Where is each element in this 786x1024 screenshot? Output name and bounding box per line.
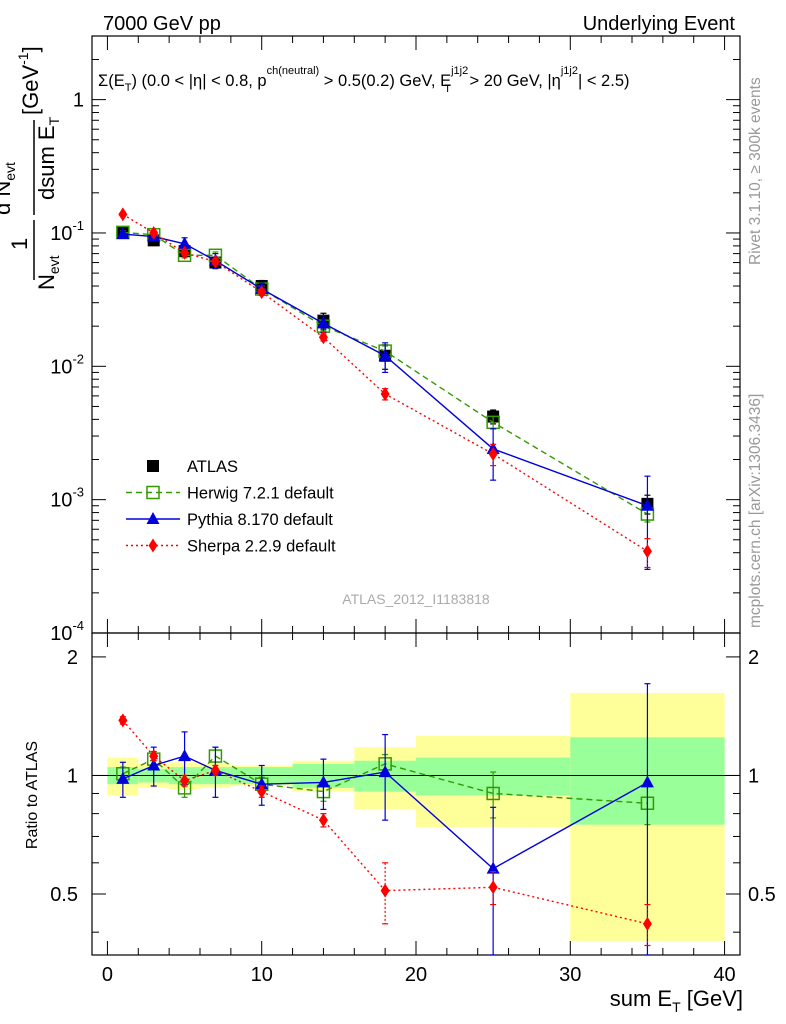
ratio-x-tick-label: 10 xyxy=(251,964,273,986)
ratio-y-axis-label: Ratio to ATLAS xyxy=(24,741,41,849)
ratio-point-sherpa xyxy=(118,713,128,728)
selection-label: Σ(ET) (0.0 < |η| < 0.8, pch(neutral) > 0… xyxy=(98,65,630,95)
ratio-point-pythia xyxy=(486,861,500,874)
legend-entry-pythia: Pythia 8.170 default xyxy=(126,511,333,529)
ratio-point-pythia xyxy=(316,775,330,788)
legend-label-herwig: Herwig 7.2.1 default xyxy=(187,485,334,503)
data-point-pythia xyxy=(640,498,654,511)
data-point-sherpa xyxy=(642,544,652,559)
data-point-sherpa xyxy=(210,254,220,269)
legend-marker-herwig xyxy=(146,485,160,500)
ratio-y-tick-label-right: 2 xyxy=(748,647,759,669)
ratio-point-sherpa xyxy=(380,883,390,898)
svg-text:[GeV-1]: [GeV-1] xyxy=(15,46,43,115)
ratio-point-pythia xyxy=(147,758,161,771)
svg-text:Nevt: Nevt xyxy=(34,255,62,290)
ratio-point-sherpa xyxy=(257,784,267,799)
x-axis-label: sum ET [GeV] xyxy=(610,986,743,1015)
main-series-layer xyxy=(116,207,655,570)
data-point-sherpa xyxy=(118,207,128,222)
legend-marker-data xyxy=(147,460,159,472)
main-y-ticks: 1 10-1 10-2 10-3 10-4 xyxy=(50,35,740,645)
main-y-tick-label: 10-2 xyxy=(50,351,84,378)
legend-entry-data: ATLAS xyxy=(147,458,238,476)
ratio-point-sherpa xyxy=(318,813,328,828)
main-y-tick-label: 10-1 xyxy=(50,218,84,245)
ratio-ticks: 0 10 20 30 40 0.5 0.5 1 1 2 2 xyxy=(50,633,776,986)
ratio-point-sherpa xyxy=(180,773,190,788)
header-left: 7000 GeV pp xyxy=(103,13,221,35)
data-point-sherpa xyxy=(380,386,390,401)
main-y-tick-label: 1 xyxy=(73,90,84,112)
legend-label-pythia: Pythia 8.170 default xyxy=(187,511,333,529)
ratio-y-tick-label-left: 2 xyxy=(67,647,78,669)
svg-text:dsum ET: dsum ET xyxy=(34,116,62,200)
main-y-tick-label: 10-3 xyxy=(50,485,84,512)
header-right: Underlying Event xyxy=(583,13,736,35)
ratio-point-pythia xyxy=(178,749,192,762)
data-point-sherpa xyxy=(149,225,159,240)
data-point-pythia xyxy=(316,316,330,329)
data-point-sherpa xyxy=(488,446,498,461)
ratio-y-tick-label-right: 1 xyxy=(748,765,759,787)
ratio-point-sherpa xyxy=(149,749,159,764)
svg-text:d Nevt: d Nevt xyxy=(0,162,18,215)
data-point-sherpa xyxy=(180,245,190,260)
data-point-pythia xyxy=(116,227,130,240)
main-y-tick-label: 10-4 xyxy=(50,618,84,645)
legend-marker-sherpa xyxy=(148,538,158,553)
ratio-x-tick-label: 0 xyxy=(102,964,113,986)
rivet-version-label: Rivet 3.1.10, ≥ 300k events xyxy=(747,77,764,265)
series-line-herwig xyxy=(122,231,648,515)
mcplots-label: mcplots.cern.ch [arXiv:1306.3436] xyxy=(747,394,764,628)
ratio-point-sherpa xyxy=(210,763,220,778)
ratio-point-pythia xyxy=(116,771,130,784)
ratio-point-herwig xyxy=(486,786,500,801)
analysis-id: ATLAS_2012_I1183818 xyxy=(342,591,490,607)
series-sherpa xyxy=(118,207,652,569)
data-point-pythia xyxy=(178,236,192,249)
ratio-point-pythia xyxy=(378,765,392,778)
legend-entry-herwig: Herwig 7.2.1 default xyxy=(126,485,334,503)
legend-label-sherpa: Sherpa 2.2.9 default xyxy=(187,538,336,556)
ratio-point-sherpa xyxy=(642,916,652,931)
ratio-point-pythia xyxy=(640,775,654,788)
data-point-sherpa xyxy=(318,330,328,345)
ratio-x-tick-label: 40 xyxy=(713,964,735,986)
legend-label-data: ATLAS xyxy=(187,458,238,476)
ratio-y-tick-label-left: 0.5 xyxy=(50,884,78,906)
legend-entry-sherpa: Sherpa 2.2.9 default xyxy=(126,538,336,556)
ratio-point-pythia xyxy=(255,777,269,790)
ratio-y-tick-label-left: 1 xyxy=(67,765,78,787)
main-y-axis-label: 1 Nevt d Nevt dsum ET [GeV-1] xyxy=(0,46,62,290)
legend-marker-pythia xyxy=(146,512,160,524)
ratio-x-tick-label: 30 xyxy=(559,964,581,986)
ratio-series-sherpa xyxy=(118,713,652,947)
data-point-sherpa xyxy=(257,285,267,300)
ratio-uncertainty-bands xyxy=(92,692,740,941)
legend: ATLAS Herwig 7.2.1 default Pythia 8.170 de… xyxy=(126,458,336,556)
ratio-point-sherpa xyxy=(488,880,498,895)
data-point-pythia xyxy=(378,348,392,361)
svg-text:1: 1 xyxy=(7,238,32,250)
ratio-series-layer xyxy=(116,683,655,956)
ratio-x-tick-label: 20 xyxy=(405,964,427,986)
ratio-y-tick-label-right: 0.5 xyxy=(748,884,776,906)
